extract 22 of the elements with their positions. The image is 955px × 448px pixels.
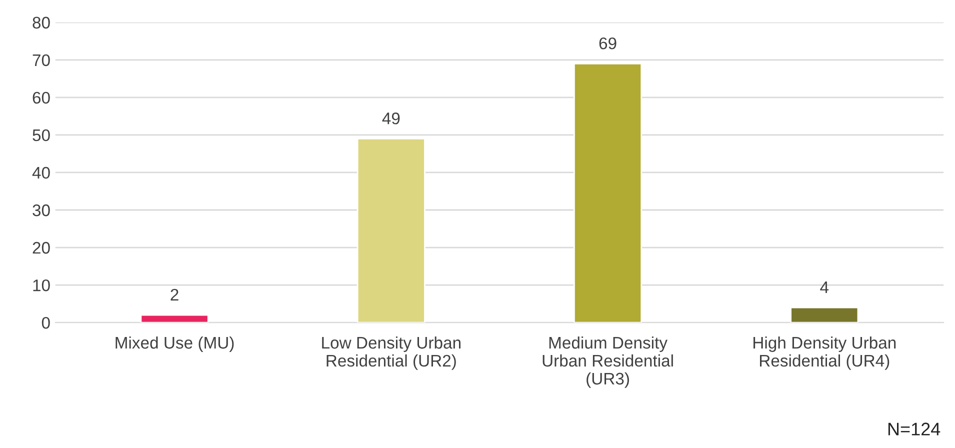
y-tick-label: 60 bbox=[32, 92, 50, 104]
y-tick-label: 10 bbox=[33, 279, 50, 292]
x-tick-label: Mixed Use (MU) bbox=[116, 336, 234, 352]
y-tick-label: 40 bbox=[32, 166, 50, 179]
data-label: 49 bbox=[382, 112, 400, 124]
text: N=124 bbox=[888, 422, 940, 436]
data-label: 69 bbox=[599, 37, 616, 50]
y-tick-label: 0 bbox=[42, 316, 50, 329]
data-label: 2 bbox=[170, 288, 178, 300]
bar bbox=[574, 62, 642, 323]
y-tick-label: 50 bbox=[32, 129, 50, 142]
y-tick-label: 80 bbox=[32, 16, 50, 29]
y-tick-label: 20 bbox=[32, 242, 50, 254]
bar bbox=[140, 314, 209, 323]
x-tick-label: Medium Density Urban Residential (UR3) bbox=[542, 336, 673, 388]
x-tick-label: Low Density Urban Residential (UR2) bbox=[322, 336, 460, 370]
x-tick-label: High Density Urban Residential (UR4) bbox=[754, 336, 896, 370]
y-tick-label: 30 bbox=[32, 204, 50, 216]
y-tick-label: 70 bbox=[32, 54, 50, 66]
bar bbox=[356, 138, 426, 323]
data-label: 4 bbox=[820, 282, 829, 293]
bar bbox=[790, 306, 859, 323]
